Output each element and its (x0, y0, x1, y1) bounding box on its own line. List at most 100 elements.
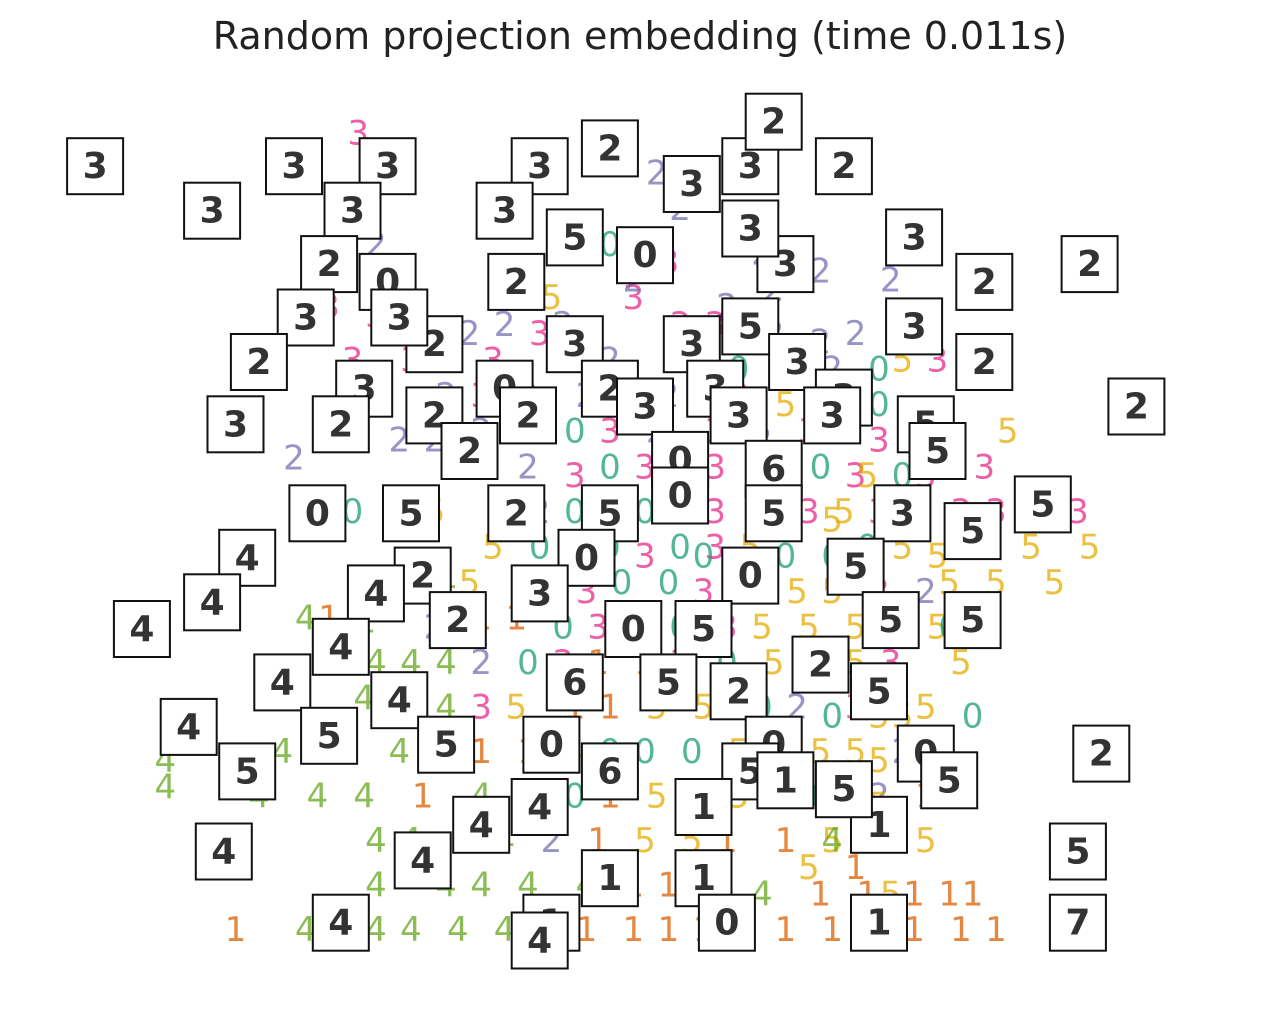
digit-thumbnail: 3 (709, 386, 768, 445)
thumbnail-digit-6: 6 (597, 751, 622, 792)
thumbnail-frame (721, 546, 780, 605)
digit-point-5: 5 (763, 643, 785, 683)
digit-point-5: 5 (786, 572, 808, 612)
digit-point-4: 4 (494, 910, 516, 950)
digit-point-0: 0 (962, 697, 984, 737)
thumbnail-frame (522, 715, 581, 774)
thumbnail-frame (311, 893, 370, 952)
digit-thumbnail: 2 (1072, 724, 1131, 783)
thumbnail-frame (487, 252, 546, 311)
digit-point-2: 2 (915, 572, 937, 612)
thumbnail-digit-1: 1 (691, 787, 716, 828)
digit-thumbnail: 2 (311, 395, 370, 454)
digit-point-3: 3 (622, 278, 644, 318)
digit-thumbnail: 2 (428, 591, 487, 650)
digit-thumbnail: 2 (744, 92, 803, 151)
digit-thumbnail: 2 (814, 137, 873, 196)
digit-thumbnail: 2 (709, 662, 768, 721)
thumbnail-digit-3: 3 (492, 191, 517, 232)
thumbnail-digit-1: 1 (597, 858, 622, 899)
digit-point-4: 4 (365, 821, 387, 861)
digit-point-4: 4 (295, 599, 317, 639)
digit-thumbnail: 3 (323, 181, 382, 240)
digit-thumbnail: 3 (475, 181, 534, 240)
digit-point-2: 2 (459, 314, 481, 354)
digit-thumbnail: 5 (826, 537, 885, 596)
digit-point-4: 4 (271, 732, 293, 772)
thumbnail-digit-2: 2 (808, 645, 833, 686)
thumbnail-frame (850, 893, 908, 952)
digit-thumbnail: 3 (206, 395, 265, 454)
thumbnail-digit-5: 5 (761, 493, 786, 534)
thumbnail-digit-3: 3 (890, 493, 915, 534)
thumbnail-frame (1107, 377, 1166, 436)
digit-thumbnails-layer: 3333233223350332202232335323023332322233… (66, 92, 1166, 970)
thumbnail-frame (300, 235, 359, 294)
thumbnail-frame (674, 600, 733, 658)
digit-thumbnail: 3 (265, 137, 323, 196)
thumbnail-digit-3: 3 (738, 209, 763, 250)
thumbnail-frame (674, 778, 733, 836)
digit-thumbnail: 4 (393, 831, 452, 890)
digit-point-5: 5 (927, 608, 949, 648)
thumbnail-frame (475, 181, 534, 240)
thumbnail-frame (814, 760, 873, 819)
thumbnail-digit-3: 3 (679, 164, 704, 205)
digit-thumbnail: 1 (580, 849, 639, 908)
thumbnail-frame (510, 778, 569, 836)
thumbnail-frame (1048, 893, 1107, 952)
digit-thumbnail: 0 (721, 546, 780, 605)
thumbnail-digit-3: 3 (562, 324, 587, 365)
digit-thumbnail: 2 (300, 235, 359, 294)
thumbnail-digit-4: 4 (235, 538, 260, 579)
digit-point-4: 4 (353, 777, 375, 817)
digit-point-2: 2 (494, 305, 516, 345)
digit-point-5: 5 (1044, 563, 1066, 603)
digit-point-1: 1 (658, 866, 680, 906)
thumbnail-digit-0: 0 (574, 538, 599, 579)
thumbnail-digit-3: 3 (820, 395, 845, 436)
thumbnail-frame (873, 484, 932, 543)
digit-thumbnail: 5 (545, 208, 604, 267)
digit-point-1: 1 (658, 910, 680, 950)
thumbnail-digit-5: 5 (843, 547, 868, 588)
thumbnail-frame (885, 297, 944, 356)
thumbnail-digit-3: 3 (527, 573, 552, 614)
thumbnail-digit-3: 3 (902, 306, 927, 347)
thumbnail-digit-3: 3 (340, 191, 365, 232)
thumbnail-digit-4: 4 (176, 707, 201, 748)
digit-point-1: 1 (903, 875, 925, 915)
digit-point-0: 0 (821, 697, 843, 737)
thumbnail-frame (218, 742, 277, 801)
digit-point-4: 4 (154, 768, 176, 808)
thumbnail-frame (545, 653, 604, 712)
thumbnail-frame (311, 395, 370, 454)
thumbnail-digit-5: 5 (1065, 832, 1090, 873)
thumbnail-frame (908, 422, 967, 480)
digit-thumbnail: 5 (850, 662, 908, 721)
thumbnail-digit-2: 2 (1077, 244, 1102, 285)
digit-thumbnail: 6 (580, 742, 639, 801)
thumbnail-digit-5: 5 (398, 493, 423, 534)
digit-point-2: 2 (646, 154, 668, 194)
digit-point-0: 0 (658, 563, 680, 603)
digit-point-5: 5 (821, 501, 843, 541)
thumbnail-frame (920, 751, 979, 810)
digit-thumbnail: 1 (674, 778, 733, 836)
digit-point-3: 3 (599, 412, 621, 452)
thumbnail-frame (604, 600, 663, 658)
digit-point-3: 3 (845, 456, 867, 496)
digit-thumbnail: 0 (557, 528, 616, 587)
thumbnail-frame (814, 137, 873, 196)
thumbnail-digit-3: 3 (281, 146, 306, 187)
digit-point-1: 1 (225, 910, 247, 950)
digit-thumbnail: 0 (697, 893, 756, 952)
thumbnail-frame (229, 333, 288, 391)
digit-thumbnail: 2 (955, 252, 1014, 311)
digit-point-0: 0 (564, 777, 586, 817)
thumbnail-frame (1048, 822, 1107, 881)
digit-thumbnail: 5 (943, 502, 1002, 561)
digit-thumbnail: 2 (393, 546, 452, 605)
digit-point-4: 4 (821, 821, 843, 861)
thumbnail-frame (159, 697, 218, 756)
